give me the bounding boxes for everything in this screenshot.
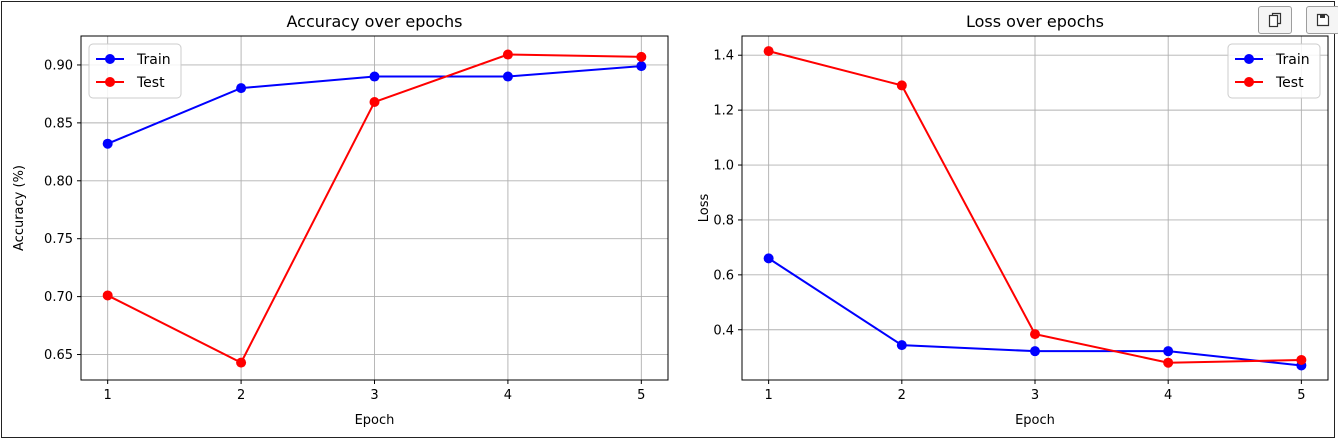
chart1-axes-frame <box>80 35 669 381</box>
chart1-title: Accuracy over epochs <box>287 12 463 31</box>
chart2-point-test <box>1296 354 1307 365</box>
chart2-point-train <box>1163 346 1174 357</box>
chart1-xtick-label: 3 <box>370 388 378 403</box>
chart1-point-test <box>102 290 113 301</box>
chart1-ylabel: Accuracy (%) <box>12 165 27 251</box>
chart2-xlabel: Epoch <box>1015 413 1055 428</box>
chart1-xtick-label: 5 <box>637 388 645 403</box>
chart2-point-test <box>763 46 774 57</box>
chart2-xtick-label: 2 <box>898 388 906 403</box>
chart2-ylabel: Loss <box>697 194 712 223</box>
chart2-legend-marker-test <box>1244 77 1254 87</box>
chart1-point-test <box>369 97 380 108</box>
chart1-point-train <box>636 61 647 72</box>
chart1-legend-label-test: Test <box>136 75 165 91</box>
chart2-legend-marker-train <box>1244 54 1254 64</box>
chart1-xlabel: Epoch <box>355 413 395 428</box>
save-icon <box>1316 13 1330 27</box>
chart2-ytick-label: 0.6 <box>713 268 734 283</box>
chart1-point-train <box>369 71 380 82</box>
chart1-ytick-label: 0.80 <box>44 174 73 189</box>
right-edge <box>1335 0 1338 441</box>
chart2-xtick-label: 4 <box>1164 388 1172 403</box>
chart2-point-test <box>1030 329 1040 340</box>
copy-icon <box>1268 12 1282 28</box>
chart2-xtick-label: 1 <box>764 388 772 403</box>
chart2-ytick-label: 0.4 <box>713 323 734 338</box>
chart1-ytick-label: 0.85 <box>44 116 73 131</box>
chart2-ytick-label: 1.4 <box>713 49 734 64</box>
chart2-xtick-label: 3 <box>1031 388 1039 403</box>
chart2-legend-label-train: Train <box>1275 52 1310 68</box>
chart2-legend-label-test: Test <box>1275 75 1304 91</box>
chart2-ytick-label: 0.8 <box>713 213 734 228</box>
copy-button[interactable] <box>1258 6 1292 34</box>
save-button[interactable] <box>1306 6 1338 34</box>
chart1-legend-marker-train <box>105 54 115 64</box>
chart2-point-test <box>1163 357 1174 368</box>
chart2-point-train <box>763 253 774 264</box>
chart2-ytick-label: 1.0 <box>713 159 734 174</box>
chart1-point-test <box>636 51 647 62</box>
chart1-xtick-label: 4 <box>504 388 512 403</box>
chart2-title: Loss over epochs <box>966 12 1104 31</box>
chart2-axes-frame <box>741 35 1329 381</box>
chart1-ytick-label: 0.75 <box>44 232 73 247</box>
chart1-point-train <box>502 71 513 82</box>
chart2-xtick-label: 5 <box>1297 388 1305 403</box>
chart2-point-train <box>896 340 907 351</box>
chart1-ytick-label: 0.90 <box>44 58 73 73</box>
chart1-legend-marker-test <box>105 77 115 87</box>
chart2-point-train <box>1030 346 1040 357</box>
chart2-ytick-label: 1.2 <box>713 104 734 119</box>
chart1-point-test <box>236 357 247 368</box>
chart1-legend-label-train: Train <box>136 52 171 68</box>
chart1-xtick-label: 2 <box>237 388 245 403</box>
chart1-ytick-label: 0.65 <box>44 348 73 363</box>
chart2-point-test <box>896 80 907 91</box>
chart1-point-train <box>236 83 247 94</box>
chart1-ytick-label: 0.70 <box>44 290 73 305</box>
chart1-point-test <box>502 49 513 60</box>
chart1-xtick-label: 1 <box>104 388 112 403</box>
chart1-point-train <box>102 138 113 149</box>
